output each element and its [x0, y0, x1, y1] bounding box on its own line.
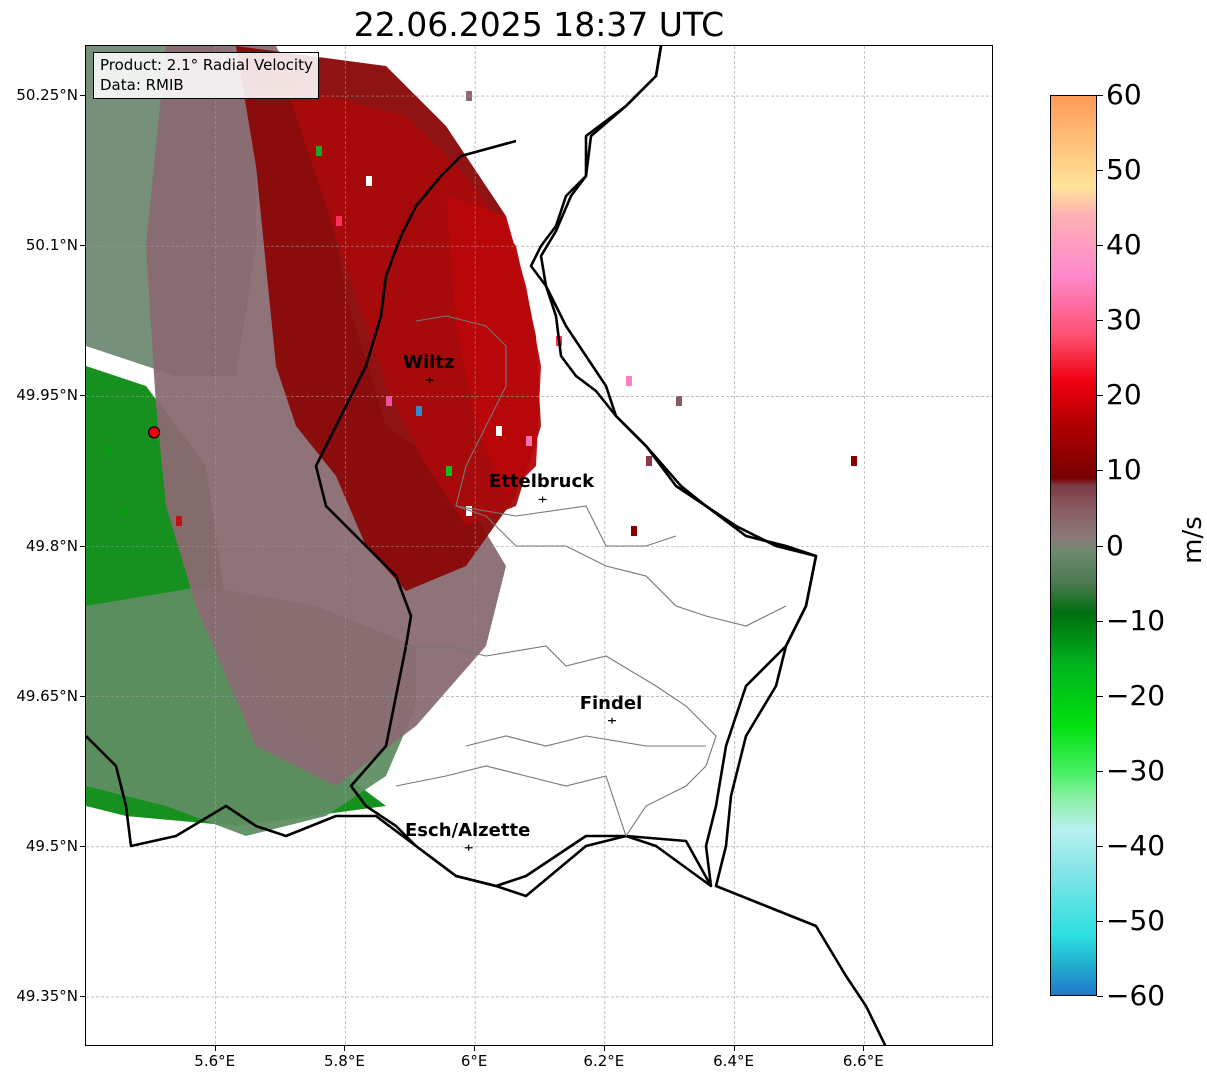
radar-site-marker	[147, 426, 161, 439]
colorbar-tick-label: 30	[1106, 303, 1142, 337]
echo-bin-11	[466, 506, 472, 516]
colorbar-tick-label: 0	[1106, 528, 1124, 562]
data-source-label: Data: RMIB	[100, 76, 184, 94]
lon-tick-label: 5.8°E	[324, 1052, 365, 1070]
lat-tick-label: 49.95°N	[16, 386, 78, 405]
colorbar-tick-label: 10	[1106, 453, 1142, 487]
colorbar-tick-label: 60	[1106, 78, 1142, 111]
echo-bin-4	[416, 406, 422, 416]
colorbar-tick-label: −50	[1106, 903, 1166, 937]
colorbar-tick-mark	[1097, 996, 1103, 997]
map-layer	[86, 46, 992, 1045]
lat-tick-mark	[80, 545, 85, 547]
lat-tick-mark	[80, 395, 85, 397]
echo-bin-1	[121, 506, 127, 516]
lat-tick-label: 49.8°N	[25, 536, 78, 555]
lon-tick-label: 6.6°E	[842, 1052, 884, 1070]
colorbar	[1050, 95, 1097, 996]
colorbar-tick-mark	[1097, 695, 1103, 697]
colorbar-tick-label: −30	[1106, 753, 1166, 787]
colorbar-tick-mark	[1097, 845, 1103, 847]
lat-tick-label: 50.1°N	[25, 236, 78, 255]
city-label-wiltz: Wiltz	[403, 352, 455, 374]
city-label-ettelbruck: Ettelbruck	[489, 471, 595, 493]
lon-tick-label: 6.4°E	[713, 1052, 754, 1070]
city-label-esch-alzette: Esch/Alzette	[405, 819, 531, 841]
echo-bin-17	[631, 526, 637, 536]
colorbar-tick-mark	[1097, 95, 1103, 96]
lat-tick-mark	[80, 995, 85, 997]
colorbar-tick-mark	[1097, 545, 1103, 547]
lon-tick-mark	[733, 1046, 735, 1051]
lon-tick-mark	[474, 1046, 476, 1051]
lat-tick-label: 49.65°N	[16, 686, 78, 705]
lat-tick-mark	[80, 845, 85, 847]
colorbar-tick-label: −20	[1106, 678, 1166, 712]
echo-bin-13	[626, 376, 632, 386]
echo-bin-0	[106, 446, 112, 456]
lat-tick-mark	[80, 245, 85, 247]
product-info-box: Product: 2.1° Radial Velocity Data: RMIB	[93, 52, 319, 99]
echo-bin-18	[466, 91, 472, 101]
echo-bin-10	[316, 146, 322, 156]
lat-tick-mark	[80, 695, 85, 697]
lat-tick-label: 49.5°N	[25, 836, 78, 855]
echo-bin-15	[676, 396, 682, 406]
colorbar-tick-mark	[1097, 470, 1103, 472]
canton-border-2	[485, 515, 787, 627]
lat-tick-label: 49.35°N	[16, 986, 78, 1005]
echo-bin-14	[646, 456, 652, 466]
product-label: Product: 2.1° Radial Velocity	[100, 56, 313, 74]
lon-tick-mark	[603, 1046, 605, 1051]
colorbar-tick-mark	[1097, 170, 1103, 172]
lon-tick-label: 6.2°E	[583, 1052, 625, 1070]
lat-tick-mark	[80, 95, 85, 97]
colorbar-tick-label: 20	[1106, 378, 1142, 412]
colorbar-tick-label: 40	[1106, 228, 1142, 262]
echo-bin-2	[176, 516, 182, 526]
lon-tick-mark	[344, 1046, 346, 1051]
colorbar-tick-mark	[1097, 620, 1103, 622]
lon-tick-label: 6°E	[460, 1052, 488, 1070]
colorbar-tick-mark	[1097, 920, 1103, 922]
colorbar-tick-label: −10	[1106, 603, 1166, 637]
border-france	[86, 735, 713, 898]
radar-map[interactable]	[85, 45, 993, 1046]
canton-border-3	[406, 645, 717, 837]
border-germany	[539, 46, 887, 1045]
colorbar-tick-mark	[1097, 320, 1103, 322]
echo-red-east-edge	[446, 196, 541, 496]
colorbar-tick-mark	[1097, 245, 1103, 247]
colorbar-tick-label: −40	[1106, 828, 1166, 862]
echo-bin-9	[366, 176, 372, 186]
lat-tick-label: 50.25°N	[16, 86, 78, 105]
canton-border-1	[455, 505, 677, 547]
lon-tick-mark	[863, 1046, 865, 1051]
lon-tick-label: 5.6°E	[194, 1052, 236, 1070]
colorbar-tick-mark	[1097, 395, 1103, 397]
canton-border-0	[415, 315, 507, 517]
echo-bin-3	[386, 396, 392, 406]
echo-bin-8	[336, 216, 342, 226]
echo-bin-7	[526, 436, 532, 446]
city-label-findel: Findel	[579, 692, 643, 714]
canton-border-4	[465, 735, 706, 747]
echo-bin-5	[446, 466, 452, 476]
colorbar-unit-label: m/s	[1178, 516, 1207, 564]
canton-border-5	[395, 765, 627, 837]
lon-tick-mark	[214, 1046, 216, 1051]
echo-bin-16	[851, 456, 857, 466]
map-title: 22.06.2025 18:37 UTC	[353, 5, 725, 44]
echo-bin-6	[496, 426, 502, 436]
colorbar-tick-label: −60	[1106, 979, 1166, 1012]
colorbar-tick-label: 50	[1106, 153, 1142, 187]
colorbar-tick-mark	[1097, 770, 1103, 772]
